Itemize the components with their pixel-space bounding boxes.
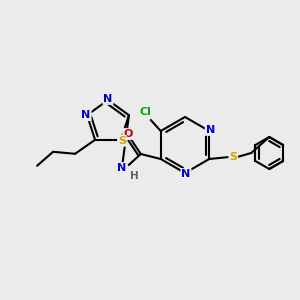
Text: N: N — [103, 94, 112, 104]
Text: O: O — [123, 129, 132, 139]
Text: N: N — [82, 110, 91, 120]
Text: N: N — [182, 169, 190, 179]
Text: S: S — [118, 136, 126, 146]
Text: H: H — [130, 171, 139, 181]
Text: N: N — [117, 163, 126, 173]
Text: Cl: Cl — [140, 107, 152, 117]
Text: S: S — [229, 152, 237, 162]
Text: N: N — [206, 125, 215, 135]
